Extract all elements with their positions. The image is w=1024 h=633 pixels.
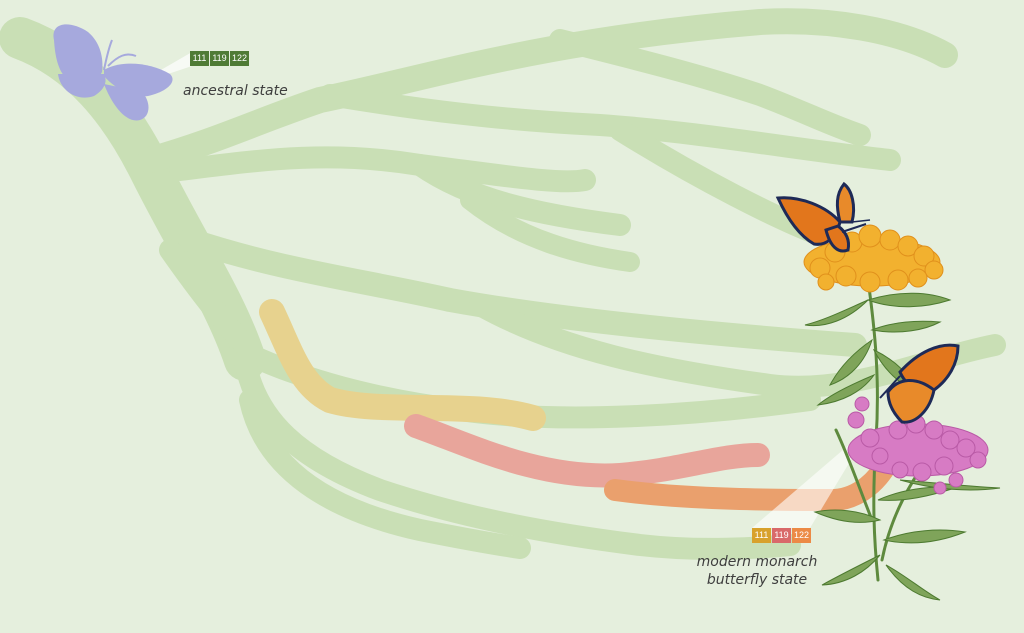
modern-callout-wedge — [752, 425, 872, 528]
ancestral-state-label: ancestral state — [183, 83, 288, 99]
ancestral-butterfly-icon — [53, 24, 173, 121]
tree-branch — [239, 389, 531, 559]
tree-branch — [159, 239, 261, 361]
modern-state-label-line2: butterfly state — [706, 572, 808, 588]
tree-branch — [460, 190, 640, 272]
ancestral-site-codes: 111 119 122 — [190, 51, 249, 66]
modern-code-122: 122 — [792, 528, 811, 543]
tree-branch — [137, 8, 958, 173]
lineage-111-path — [259, 299, 546, 431]
modern-code-119: 119 — [772, 528, 791, 543]
modern-state-label-line1: modern monarch — [696, 554, 818, 570]
tree-branch — [234, 349, 801, 560]
modern-code-111: 111 — [752, 528, 771, 543]
tree-branch — [549, 29, 871, 146]
tree-branch — [169, 146, 596, 193]
lineage-119-path — [404, 414, 770, 488]
tree-branch — [178, 228, 867, 357]
ancestral-code-122: 122 — [230, 51, 249, 66]
monarch-butterfly-icon — [775, 181, 871, 253]
monarch-butterfly-icon — [879, 343, 960, 424]
ancestral-code-119: 119 — [210, 51, 229, 66]
modern-state-label: modern monarch butterfly state — [696, 553, 818, 589]
tree-branch — [409, 154, 631, 236]
ancestral-code-111: 111 — [190, 51, 209, 66]
modern-site-codes: 111 119 122 — [752, 528, 811, 543]
milkweed-plant-icon — [803, 224, 1001, 601]
tree-branch — [319, 84, 901, 171]
